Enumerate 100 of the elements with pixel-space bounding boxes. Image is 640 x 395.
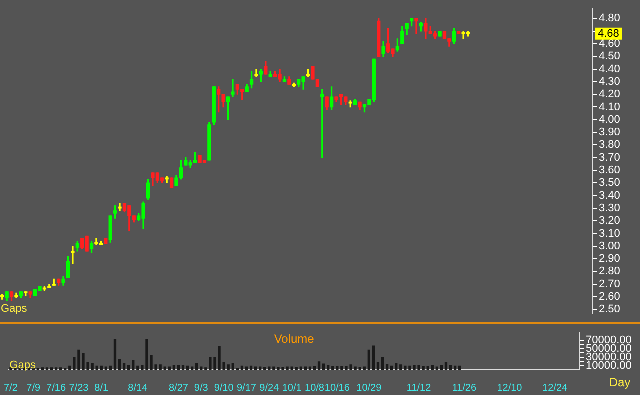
x-tick-label: 8/27 — [168, 382, 189, 394]
bar — [182, 365, 185, 370]
bar — [400, 364, 402, 370]
y-tick-label: 3.90 — [599, 126, 620, 139]
bar — [186, 366, 190, 370]
y-tick-label: 3.80 — [599, 139, 620, 152]
bar — [444, 362, 448, 370]
x-tick-label: 10/8 — [305, 382, 325, 394]
bar — [313, 366, 316, 370]
bar — [128, 365, 130, 370]
y-tick-label: 3.60 — [599, 164, 620, 177]
bar — [254, 366, 258, 370]
bar — [395, 362, 398, 370]
bar — [304, 366, 308, 370]
x-tick-label: 7/23 — [69, 382, 90, 394]
bar — [436, 366, 438, 370]
bar — [200, 366, 203, 370]
bar — [227, 364, 230, 370]
x-tick-label: 12/24 — [542, 382, 568, 394]
bar — [259, 366, 262, 370]
bar — [177, 365, 180, 370]
y-tick-label: 2.90 — [599, 253, 620, 266]
annotation: 4.68 — [598, 28, 620, 40]
x-tick-label: 8/14 — [128, 382, 148, 394]
y-tick-label: 4.50 — [599, 50, 620, 63]
annotation: Gaps — [1, 302, 28, 315]
bar — [327, 365, 330, 370]
bar — [96, 366, 98, 370]
chart-title: Volume — [274, 332, 315, 346]
y-tick-label: 4.10 — [599, 101, 620, 114]
bar — [196, 363, 198, 370]
x-tick-label: 7/9 — [26, 382, 42, 394]
x-axis-title: Day — [609, 375, 631, 390]
y-tick-label: 4.40 — [599, 63, 620, 76]
candlestick — [71, 246, 75, 264]
bar — [68, 366, 72, 370]
x-tick-label: 12/10 — [497, 382, 523, 394]
y-tick-label: 3.10 — [599, 228, 620, 240]
bar — [372, 346, 376, 370]
y-tick-label: 3.50 — [599, 177, 620, 190]
bar — [386, 364, 389, 370]
bar — [264, 367, 266, 370]
bar — [363, 366, 366, 370]
y-tick-label: 3.30 — [599, 202, 620, 214]
candlestick — [231, 79, 235, 98]
candlestick — [118, 203, 122, 212]
bar — [172, 365, 176, 370]
bar — [332, 366, 334, 370]
bar — [376, 362, 380, 370]
bar — [458, 366, 462, 370]
x-tick-label: 11/26 — [452, 382, 477, 394]
x-tick-label: 7/2 — [4, 382, 18, 394]
x-tick-label: 8/1 — [94, 382, 110, 394]
bar — [100, 366, 103, 370]
y-tick-label: 3.00 — [599, 240, 620, 252]
bar — [168, 366, 171, 370]
bar — [368, 350, 370, 370]
bar — [240, 366, 244, 370]
bar — [318, 362, 321, 370]
x-tick-label: 10/29 — [356, 382, 382, 394]
x-tick-label: 7/16 — [46, 382, 66, 394]
bar — [118, 359, 122, 370]
bar — [232, 363, 234, 370]
bar — [336, 366, 339, 370]
y-tick-label: 4.30 — [599, 76, 620, 88]
y-tick-label: 3.70 — [599, 152, 620, 164]
bar — [159, 364, 162, 370]
bar — [426, 366, 430, 370]
x-tick-label: 11/12 — [406, 382, 432, 394]
x-tick-label: 9/10 — [214, 382, 234, 394]
bar — [268, 366, 271, 370]
bar — [358, 367, 362, 370]
bar — [322, 364, 326, 370]
y-tick-label: 3.40 — [599, 190, 620, 202]
x-tick-label: 9/17 — [237, 382, 257, 394]
y-tick-label: 2.80 — [599, 266, 620, 278]
bar — [132, 360, 135, 370]
bar — [300, 366, 302, 370]
bar — [136, 366, 140, 370]
bar — [431, 365, 434, 370]
x-tick-label: 9/24 — [260, 382, 280, 394]
bar — [164, 366, 166, 370]
annotation: Gaps — [10, 360, 36, 372]
bar — [245, 366, 248, 370]
bar — [114, 339, 117, 370]
bar — [381, 357, 384, 370]
y-tick-label: 4.20 — [599, 88, 620, 101]
candlestick — [414, 18, 418, 34]
x-tick-label: 9/3 — [194, 382, 209, 394]
y-tick-label: 2.50 — [599, 304, 620, 316]
bar — [308, 366, 312, 370]
bar — [190, 366, 194, 370]
x-tick-label: 10/16 — [324, 382, 350, 394]
y-tick-label: 2.70 — [599, 278, 620, 290]
y-tick-label: 3.20 — [599, 215, 620, 228]
bar — [104, 366, 108, 370]
x-tick-label: 10/1 — [282, 382, 302, 394]
bar — [454, 366, 457, 370]
y-tick-label: 4.00 — [599, 114, 620, 126]
bar — [122, 362, 126, 370]
